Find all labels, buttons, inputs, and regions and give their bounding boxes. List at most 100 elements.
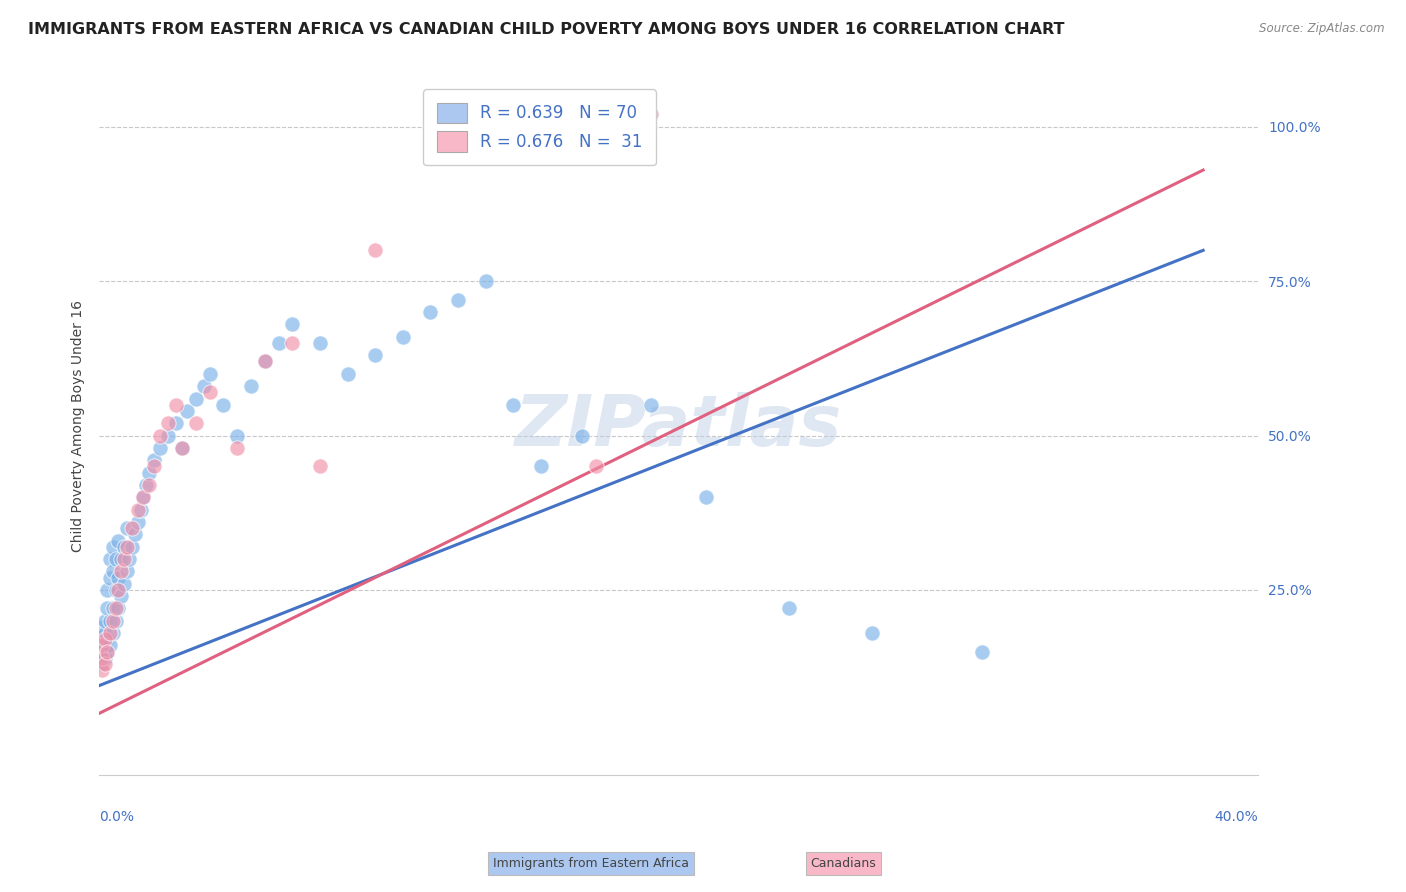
Point (93, 614, 115, 628)
Point (170, 441, 193, 455)
Point (447, 293, 470, 307)
Point (132, 491, 155, 505)
Point (90, 639, 112, 653)
Text: ZIPatlas: ZIPatlas (515, 392, 842, 461)
Point (110, 589, 132, 603)
Point (184, 392, 207, 406)
Point (93, 632, 115, 647)
Point (96, 645, 118, 659)
Point (226, 441, 249, 455)
Point (419, 305, 441, 319)
Point (170, 441, 193, 455)
Text: Immigrants from Eastern Africa: Immigrants from Eastern Africa (492, 856, 689, 870)
Y-axis label: Child Poverty Among Boys Under 16: Child Poverty Among Boys Under 16 (72, 301, 86, 552)
Point (143, 459, 166, 474)
Point (502, 398, 524, 412)
Point (138, 478, 160, 492)
Point (530, 459, 553, 474)
Point (118, 552, 141, 566)
Point (309, 335, 332, 350)
Point (96, 645, 118, 659)
Point (96, 601, 118, 615)
Point (212, 398, 235, 412)
Point (90, 657, 112, 671)
Legend: R = 0.639   N = 70, R = 0.676   N =  31: R = 0.639 N = 70, R = 0.676 N = 31 (423, 89, 655, 165)
Point (778, 601, 800, 615)
Point (129, 502, 152, 516)
Point (571, 428, 593, 442)
Point (860, 626, 883, 640)
Text: 0.0%: 0.0% (100, 810, 134, 824)
Point (132, 491, 155, 505)
Point (391, 330, 413, 344)
Point (184, 416, 207, 430)
Point (364, 244, 387, 258)
Point (193, 379, 215, 393)
Text: IMMIGRANTS FROM EASTERN AFRICA VS CANADIAN CHILD POVERTY AMONG BOYS UNDER 16 COR: IMMIGRANTS FROM EASTERN AFRICA VS CANADI… (28, 22, 1064, 37)
Point (157, 416, 180, 430)
Point (121, 540, 143, 554)
Point (127, 515, 149, 529)
Point (90, 645, 112, 659)
Point (157, 428, 180, 442)
Point (107, 533, 129, 548)
Point (309, 459, 332, 474)
Point (149, 441, 172, 455)
Point (336, 367, 359, 381)
Point (107, 570, 129, 584)
Point (115, 540, 138, 554)
Point (124, 527, 146, 541)
Point (281, 335, 304, 350)
Point (93, 639, 115, 653)
Point (972, 645, 994, 659)
Point (143, 453, 166, 467)
Point (112, 552, 135, 566)
Point (198, 367, 221, 381)
Point (96, 582, 118, 597)
Point (135, 478, 157, 492)
Text: Canadians: Canadians (811, 856, 876, 870)
Point (695, 491, 717, 505)
Point (267, 335, 290, 350)
Text: 40.0%: 40.0% (1215, 810, 1258, 824)
Point (98, 639, 121, 653)
Point (90, 632, 112, 647)
Point (98, 614, 121, 628)
Point (93, 650, 115, 665)
Point (98, 552, 121, 566)
Point (104, 552, 127, 566)
Point (149, 428, 172, 442)
Point (107, 601, 129, 615)
Point (115, 565, 138, 579)
Point (640, 398, 662, 412)
Point (165, 416, 187, 430)
Point (107, 582, 129, 597)
Point (253, 354, 276, 368)
Point (176, 404, 198, 418)
Point (112, 540, 135, 554)
Point (474, 274, 496, 288)
Point (101, 614, 124, 628)
Point (101, 540, 124, 554)
Point (98, 570, 121, 584)
Point (104, 582, 127, 597)
Point (585, 459, 607, 474)
Point (226, 428, 249, 442)
Point (93, 626, 115, 640)
Point (165, 398, 187, 412)
Point (112, 576, 135, 591)
Point (115, 521, 138, 535)
Point (104, 601, 127, 615)
Text: Source: ZipAtlas.com: Source: ZipAtlas.com (1260, 22, 1385, 36)
Point (364, 348, 387, 362)
Point (110, 565, 132, 579)
Point (98, 626, 121, 640)
Point (101, 601, 124, 615)
Point (198, 385, 221, 400)
Point (101, 565, 124, 579)
Point (104, 614, 127, 628)
Point (101, 626, 124, 640)
Point (127, 502, 149, 516)
Point (281, 318, 304, 332)
Point (90, 663, 112, 677)
